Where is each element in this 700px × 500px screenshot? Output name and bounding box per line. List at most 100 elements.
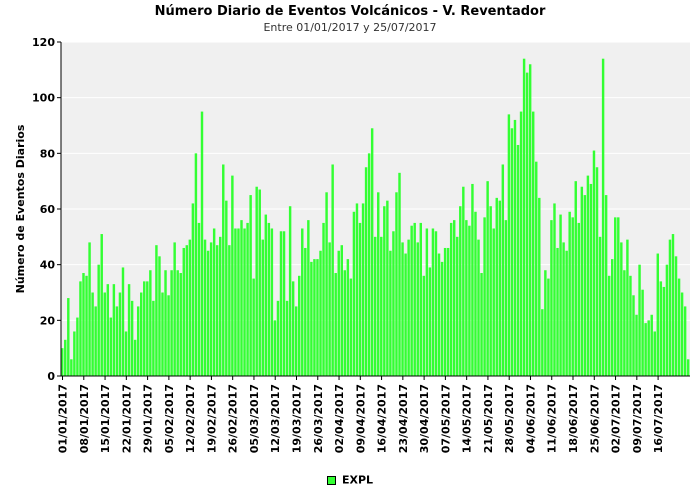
bar bbox=[313, 259, 316, 376]
bar bbox=[544, 270, 547, 376]
legend-label-expl: EXPL bbox=[341, 473, 374, 487]
bar bbox=[249, 195, 252, 376]
bar bbox=[100, 234, 103, 376]
bar bbox=[282, 231, 286, 376]
bar bbox=[237, 228, 240, 376]
bar bbox=[395, 192, 398, 376]
x-tick-label: 07/05/2017 bbox=[439, 384, 452, 453]
bar bbox=[158, 256, 161, 376]
bar bbox=[364, 167, 368, 376]
bar bbox=[179, 273, 182, 376]
bar bbox=[541, 309, 544, 376]
bar bbox=[270, 228, 274, 376]
bar bbox=[607, 275, 611, 376]
x-tick-label: 15/01/2017 bbox=[99, 384, 112, 453]
bar bbox=[525, 72, 529, 377]
bar bbox=[443, 247, 447, 376]
bar bbox=[462, 186, 465, 376]
bar bbox=[316, 259, 319, 376]
bar bbox=[361, 203, 365, 376]
bar bbox=[276, 300, 280, 376]
bar bbox=[522, 58, 526, 376]
bar bbox=[127, 284, 131, 376]
bar bbox=[130, 300, 134, 376]
bar bbox=[632, 295, 635, 376]
bar bbox=[434, 231, 438, 376]
bar bbox=[349, 278, 353, 376]
bar bbox=[301, 228, 304, 376]
bar bbox=[115, 306, 119, 376]
bar bbox=[510, 128, 514, 376]
bar bbox=[373, 236, 377, 376]
x-tick-label: 28/05/2017 bbox=[503, 384, 516, 453]
bar bbox=[70, 359, 73, 376]
bar bbox=[410, 225, 413, 376]
x-tick-label: 02/07/2017 bbox=[610, 384, 623, 453]
bar bbox=[592, 150, 596, 376]
bar bbox=[556, 247, 559, 376]
bar bbox=[191, 203, 195, 376]
bar bbox=[304, 247, 307, 376]
bar bbox=[392, 231, 395, 376]
bar bbox=[355, 203, 359, 376]
bar bbox=[635, 314, 638, 376]
bar bbox=[431, 228, 435, 376]
bar bbox=[653, 331, 656, 376]
bar bbox=[483, 217, 486, 376]
bar bbox=[170, 270, 173, 376]
bar bbox=[97, 264, 100, 376]
x-tick-label: 02/04/2017 bbox=[333, 384, 346, 453]
bar bbox=[398, 172, 401, 376]
bar bbox=[465, 220, 468, 376]
bar bbox=[291, 281, 295, 376]
bar bbox=[665, 264, 669, 376]
bar bbox=[258, 189, 261, 376]
bar bbox=[67, 298, 70, 376]
bar bbox=[340, 245, 343, 376]
bar bbox=[623, 270, 626, 376]
bar bbox=[562, 242, 565, 376]
bar bbox=[140, 292, 143, 376]
x-tick-label: 23/04/2017 bbox=[397, 384, 410, 453]
axes bbox=[57, 41, 690, 380]
bar bbox=[112, 284, 116, 376]
bar bbox=[261, 239, 264, 376]
x-tick-label: 09/04/2017 bbox=[354, 384, 367, 453]
bar bbox=[343, 270, 347, 376]
bar bbox=[680, 292, 684, 376]
bar bbox=[367, 153, 371, 376]
bar bbox=[222, 164, 225, 376]
y-tick-label: 100 bbox=[32, 92, 55, 105]
bar bbox=[380, 236, 383, 376]
bar bbox=[76, 317, 79, 376]
bar bbox=[383, 206, 386, 376]
x-tick-label: 21/05/2017 bbox=[482, 384, 495, 453]
bar bbox=[686, 359, 690, 376]
legend-swatch bbox=[326, 475, 336, 485]
bar bbox=[173, 242, 176, 376]
bar bbox=[91, 292, 94, 376]
bar bbox=[334, 273, 337, 376]
y-tick-label: 20 bbox=[40, 314, 56, 327]
bar bbox=[206, 250, 210, 376]
x-tick-label: 19/03/2017 bbox=[291, 384, 304, 453]
bar bbox=[106, 284, 110, 376]
y-tick-label: 120 bbox=[32, 36, 55, 49]
bar bbox=[73, 331, 76, 376]
bar bbox=[501, 164, 505, 376]
bar bbox=[559, 214, 562, 376]
x-tick-label: 25/06/2017 bbox=[588, 384, 601, 453]
bar bbox=[659, 281, 663, 376]
bar bbox=[595, 167, 599, 376]
bar bbox=[459, 206, 462, 376]
bar bbox=[200, 111, 204, 376]
bar bbox=[489, 206, 492, 376]
bar bbox=[650, 314, 653, 376]
bar bbox=[571, 217, 574, 376]
x-tick-label: 05/02/2017 bbox=[163, 384, 176, 453]
bar bbox=[124, 331, 128, 376]
bar bbox=[656, 253, 660, 376]
bar bbox=[252, 278, 255, 376]
bar bbox=[504, 220, 508, 376]
bar bbox=[337, 250, 340, 376]
